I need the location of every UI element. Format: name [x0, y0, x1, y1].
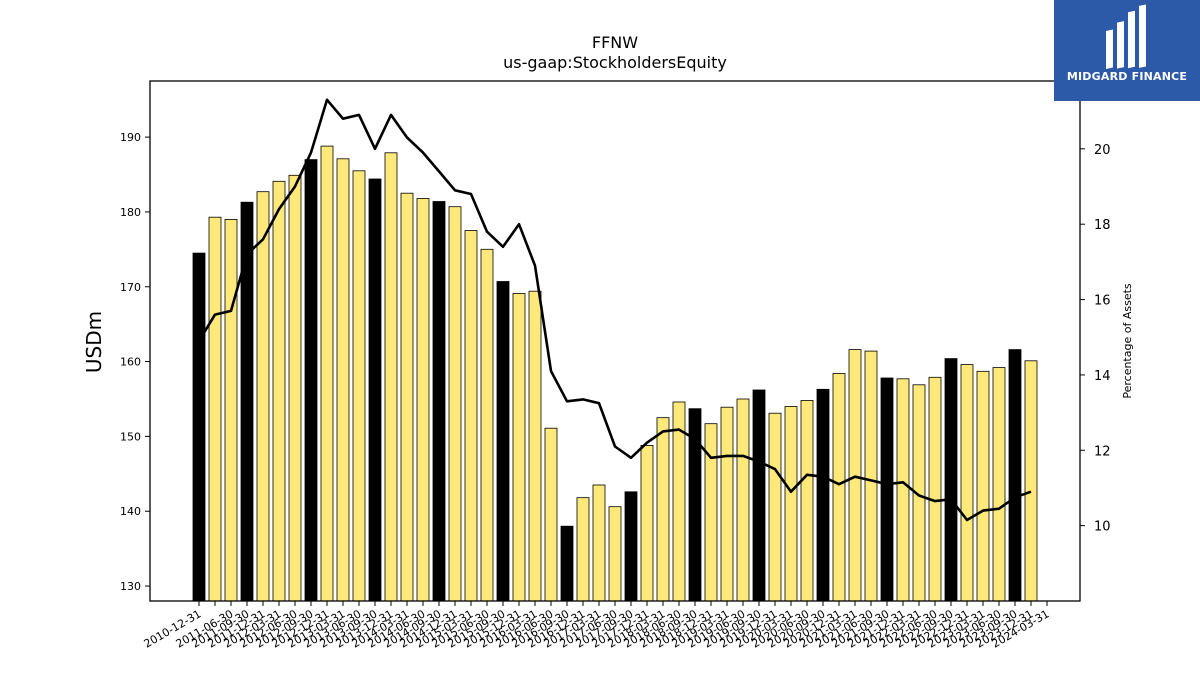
y-tick-label: 190: [120, 131, 141, 144]
y2-tick-label: 16: [1094, 294, 1111, 309]
bar: [224, 218, 238, 602]
y2-axis-label: Percentage of Assets: [1121, 283, 1134, 399]
bar: [464, 230, 478, 602]
bar: [304, 159, 318, 602]
bar: [544, 427, 558, 602]
bar: [1008, 349, 1022, 602]
bar: [704, 423, 718, 602]
bar: [352, 170, 366, 602]
bar: [512, 293, 526, 602]
logo-text: MIDGARD FINANCE: [1066, 70, 1188, 83]
bar: [960, 364, 974, 602]
bar: [288, 174, 302, 602]
bar: [496, 281, 510, 602]
bar: [896, 378, 910, 602]
bar: [336, 158, 350, 602]
y2-tick-label: 20: [1094, 143, 1111, 158]
bar: [944, 358, 958, 602]
bar: [832, 373, 846, 602]
y-tick-label: 130: [120, 580, 141, 593]
bar: [256, 191, 270, 602]
y-tick-label: 180: [120, 206, 141, 219]
bar: [368, 178, 382, 602]
y-tick-label: 140: [120, 505, 141, 518]
bar: [480, 248, 494, 602]
bar: [560, 525, 574, 602]
y2-tick-label: 18: [1094, 218, 1111, 233]
bar: [928, 376, 942, 602]
bar: [432, 201, 446, 602]
bar: [448, 206, 462, 602]
equity-pct-line: [197, 98, 1032, 522]
bar: [640, 444, 654, 602]
bar: [976, 370, 990, 602]
y2-tick-label: 14: [1094, 369, 1111, 384]
bar: [624, 491, 638, 602]
bar: [752, 389, 766, 602]
bar: [864, 350, 878, 602]
bar: [1024, 360, 1038, 602]
bar: [816, 388, 830, 602]
bar: [784, 406, 798, 602]
bar: [528, 290, 542, 602]
bar: [800, 400, 814, 602]
y2-tick-label: 10: [1094, 520, 1111, 535]
logo-mark-icon: [1106, 4, 1146, 69]
bar: [240, 201, 254, 602]
y-tick-label: 170: [120, 281, 141, 294]
bar: [736, 398, 750, 602]
y2-tick-label: 12: [1094, 444, 1111, 459]
bar: [192, 252, 206, 602]
bar: [384, 152, 398, 602]
bar: [272, 180, 286, 602]
bar: [848, 349, 862, 602]
bar: [656, 417, 670, 602]
bar: [576, 497, 590, 602]
bar: [992, 367, 1006, 602]
bar: [592, 484, 606, 602]
y-axis-label: USDm: [82, 311, 106, 373]
bar: [608, 506, 622, 602]
bar: [208, 216, 222, 602]
bar: [880, 377, 894, 602]
chart-subtitle: us-gaap:StockholdersEquity: [503, 53, 727, 72]
y-tick-label: 160: [120, 356, 141, 369]
y-tick-label: 150: [120, 430, 141, 443]
chart-title: FFNW: [591, 33, 639, 52]
bar: [768, 412, 782, 602]
bar: [320, 145, 334, 602]
midgard-finance-logo: MIDGARD FINANCE: [1054, 0, 1200, 101]
bar: [400, 192, 414, 602]
bar: [720, 406, 734, 602]
bar: [416, 198, 430, 602]
